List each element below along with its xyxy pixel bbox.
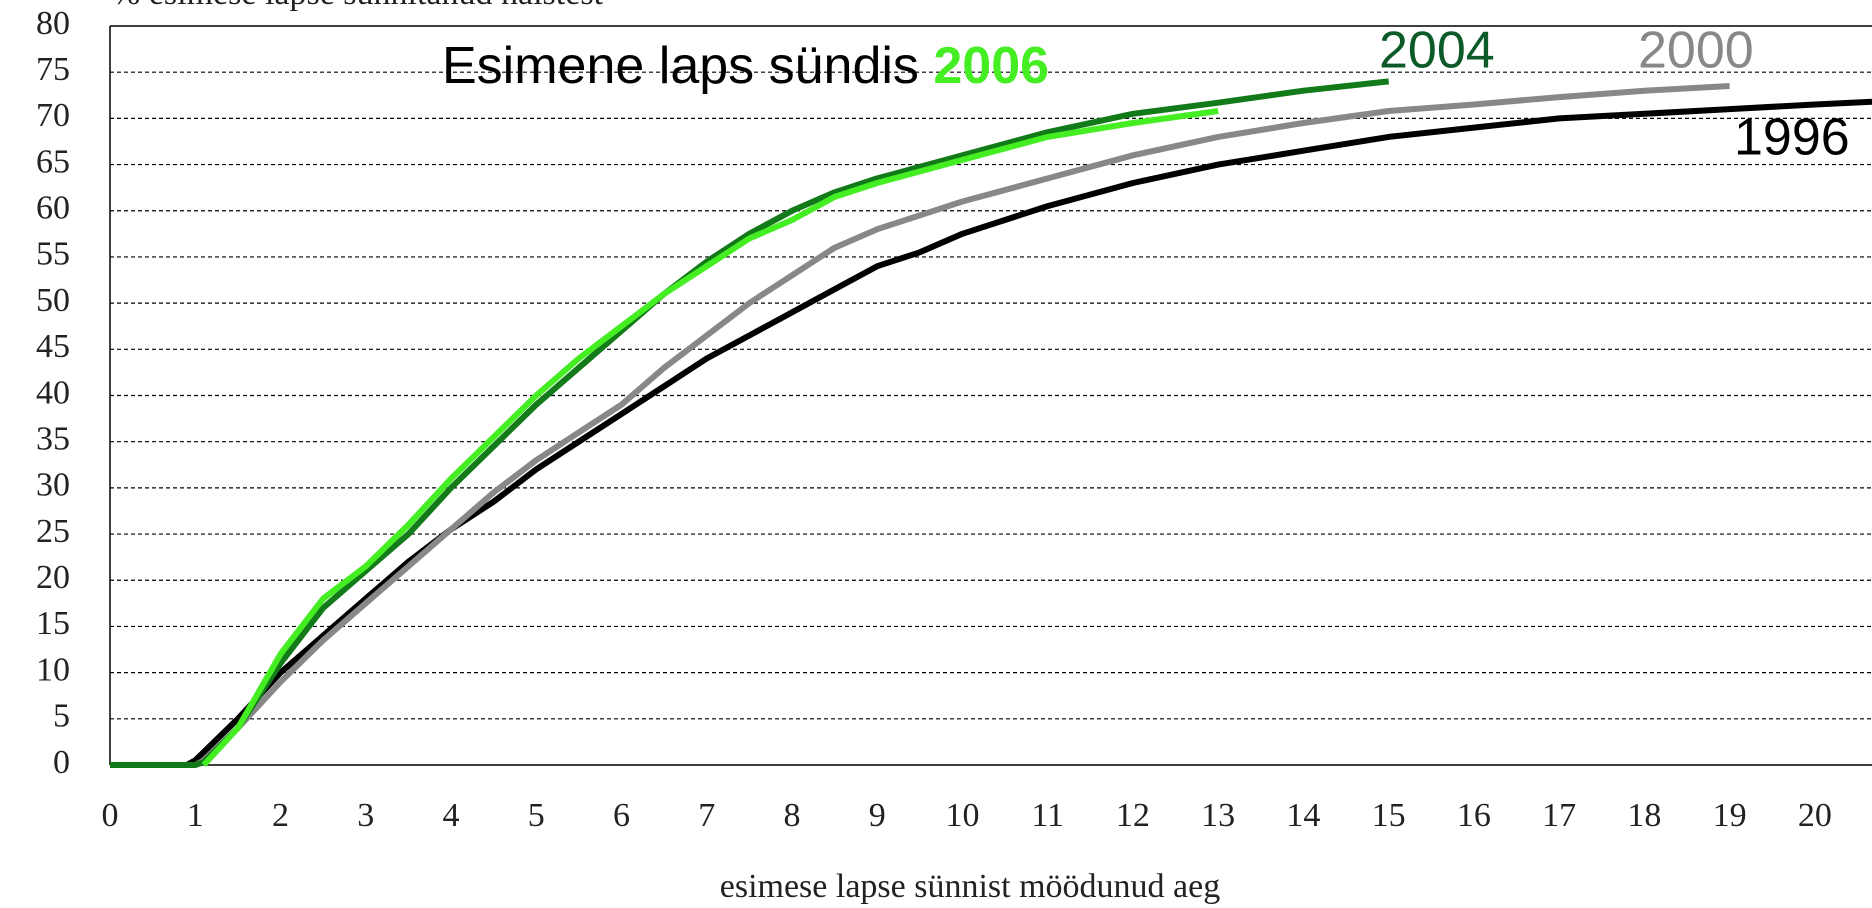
y-tick-label: 10 [36,651,70,688]
annotation: Esimene laps sündis 2006 [442,37,1049,95]
x-tick-label: 16 [1457,797,1491,834]
x-tick-label: 11 [1031,797,1064,834]
y-tick-label: 70 [36,97,70,134]
x-tick-label: 9 [869,797,886,834]
x-tick-label: 4 [442,797,459,834]
y-tick-label: 5 [53,698,70,735]
x-tick-label: 5 [528,797,545,834]
series-label: 1996 [1734,109,1850,167]
y-tick-label: 35 [36,420,70,457]
x-tick-label: 12 [1116,797,1150,834]
x-tick-label: 0 [102,797,119,834]
series-label: 2000 [1638,22,1754,80]
y-tick-label: 65 [36,143,70,180]
annotation-text: Esimene laps sündis [442,37,919,95]
y-tick-label: 20 [36,559,70,596]
x-tick-label: 8 [783,797,800,834]
y-tick-label: 75 [36,51,70,88]
data-line [110,98,1872,768]
y-tick-label: 0 [53,744,70,781]
x-tick-label: 18 [1627,797,1661,834]
y-tick-label: 25 [36,513,70,550]
y-tick-label: 50 [36,282,70,319]
y-tick-label: 45 [36,328,70,365]
y-axis-label: % esimese lapse sünnitanud naistest [112,0,604,12]
y-tick-label: 80 [36,5,70,42]
x-tick-label: 10 [945,797,979,834]
x-tick-label: 6 [613,797,630,834]
y-tick-label: 15 [36,605,70,642]
x-tick-label: 3 [357,797,374,834]
series-label: 2006 [933,37,1049,95]
y-tick-label: 30 [36,467,70,504]
x-tick-label: 13 [1201,797,1235,834]
data-line [110,78,1390,768]
x-tick-label: 17 [1542,797,1576,834]
x-tick-label: 20 [1798,797,1832,834]
x-tick-label: 7 [698,797,715,834]
y-tick-label: 60 [36,190,70,227]
x-tick-label: 2 [272,797,289,834]
data-line [201,108,1219,768]
x-tick-label: 15 [1372,797,1406,834]
x-axis-label: esimese lapse sünnist möödunud aeg [720,868,1220,905]
x-tick-label: 1 [187,797,204,834]
y-tick-label: 55 [36,236,70,273]
data-line [110,83,1730,768]
x-tick-label: 14 [1286,797,1320,834]
series-label: 2004 [1379,22,1495,80]
y-tick-label: 40 [36,374,70,411]
x-tick-label: 19 [1713,797,1747,834]
